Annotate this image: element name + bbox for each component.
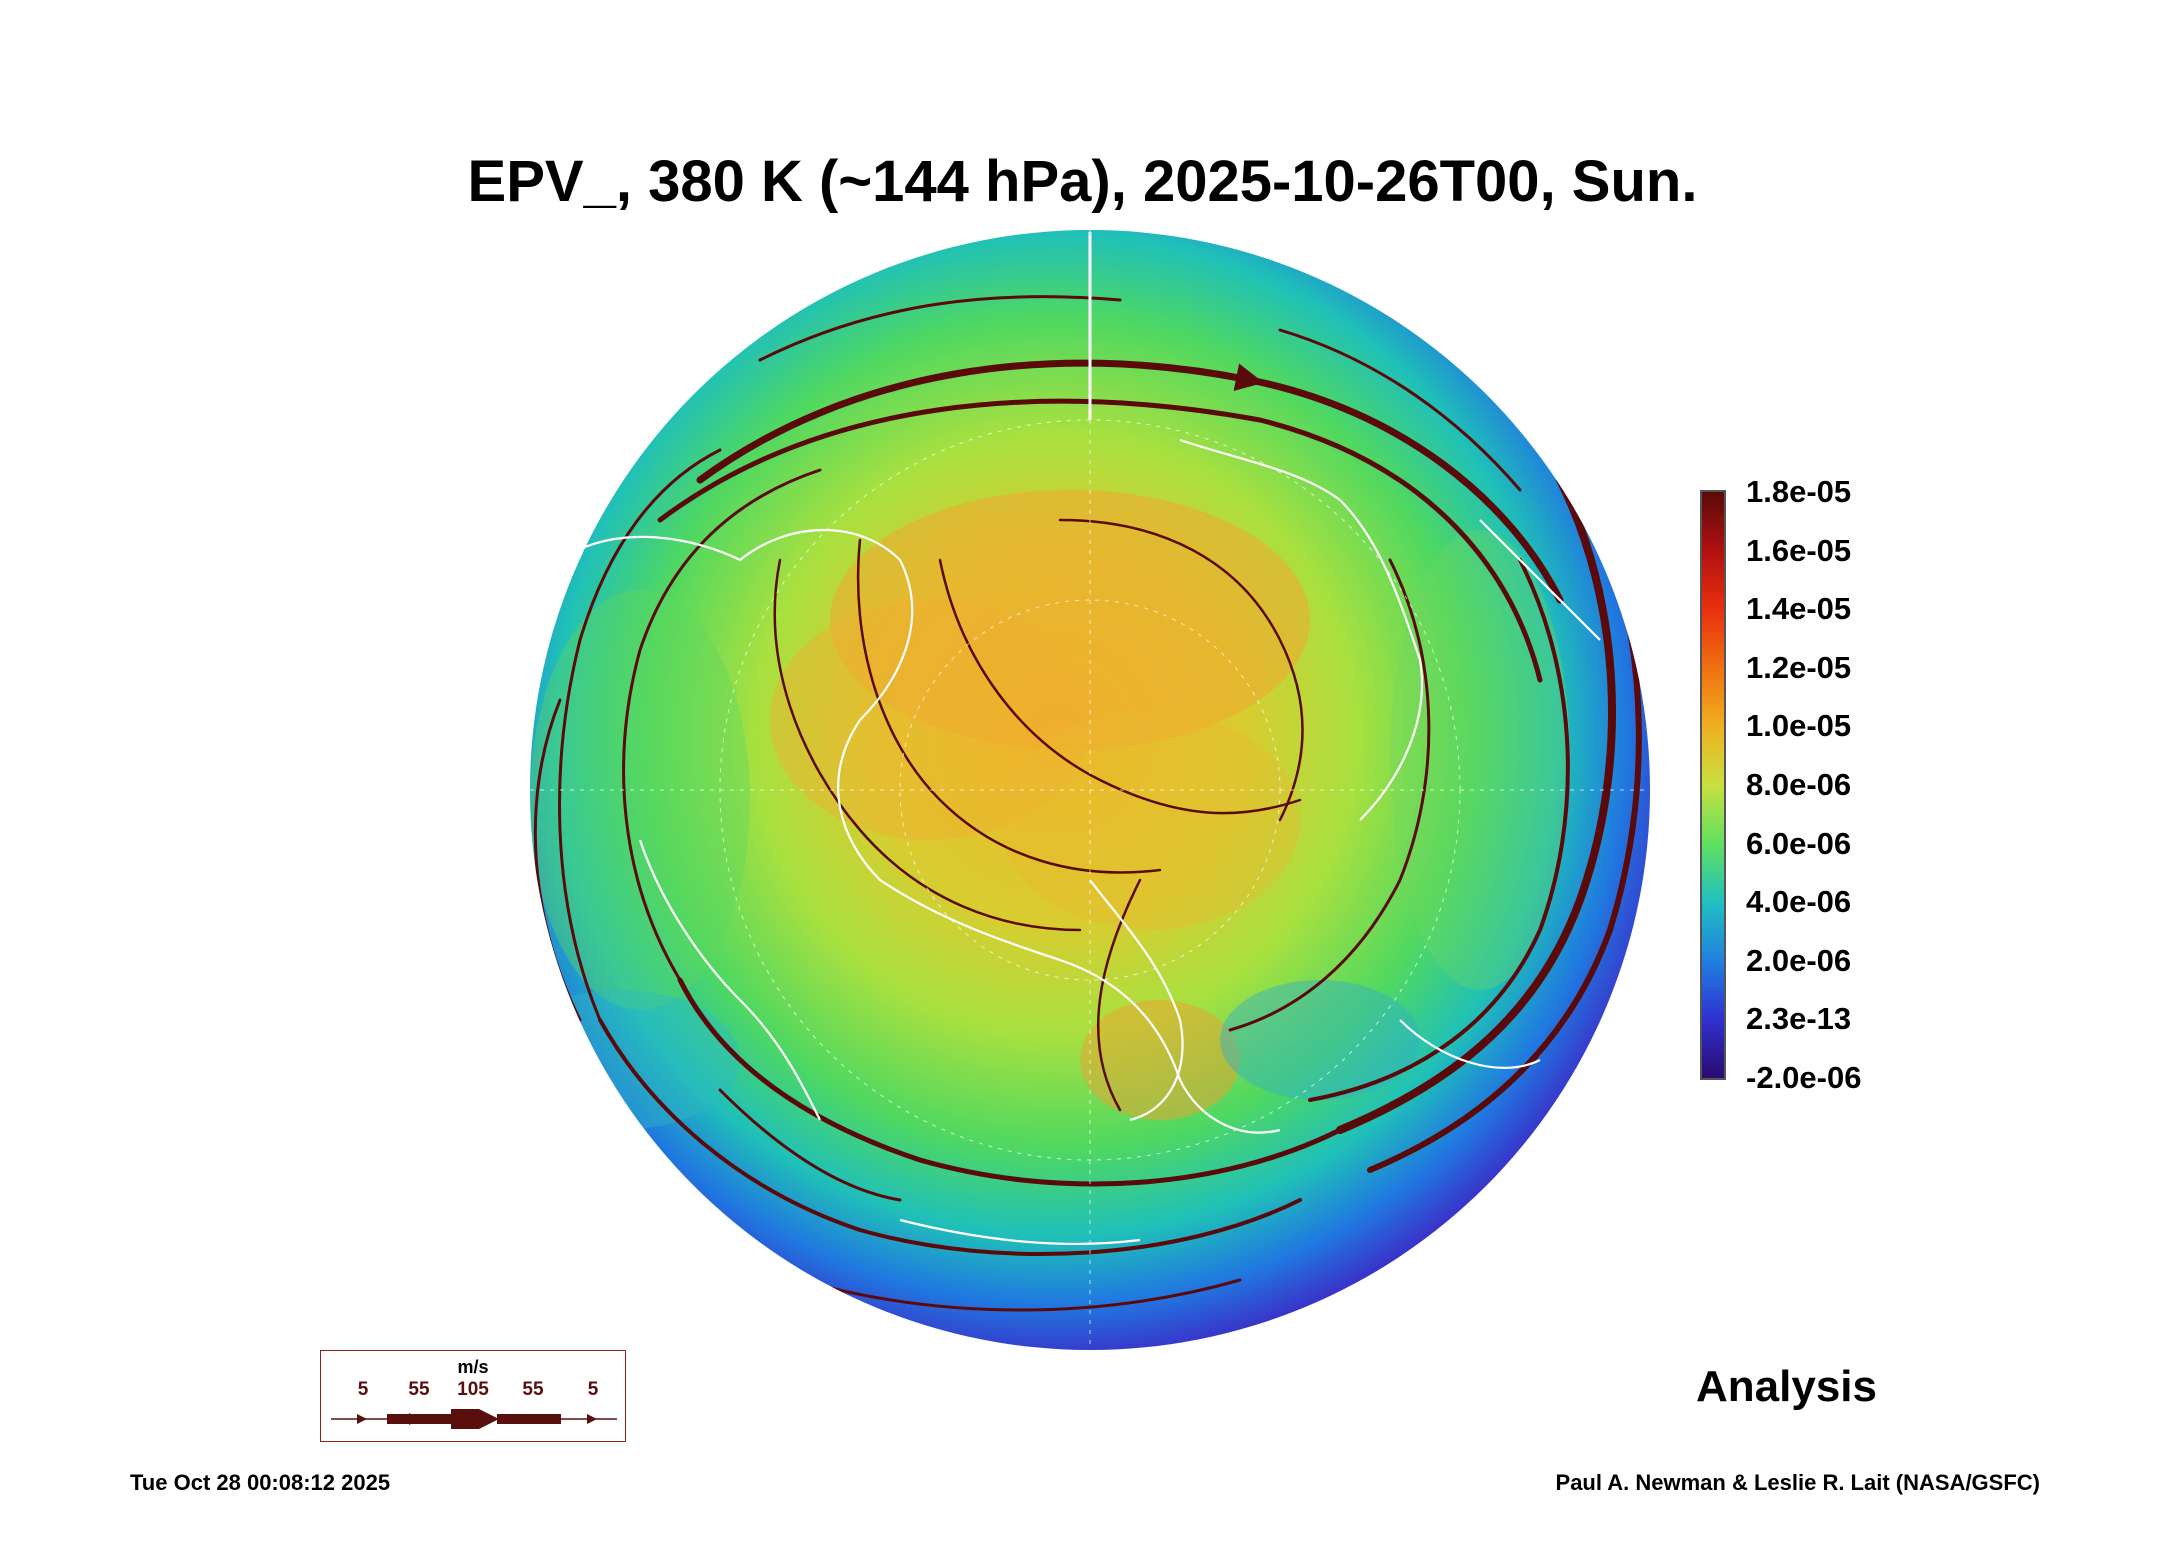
timestamp: Tue Oct 28 00:08:12 2025	[130, 1470, 391, 1495]
legend-speed-1: 5	[357, 1379, 369, 1400]
colorbar-tick-label: 6.0e-06	[1746, 825, 1852, 861]
coastlines	[559, 438, 1601, 1246]
colorbar-tick-label: 1.2e-05	[1746, 649, 1852, 685]
legend-speed-3: 105	[457, 1379, 489, 1400]
colorbar-tick-label: 1.8e-05	[1746, 474, 1852, 509]
legend-arrows	[331, 1409, 617, 1429]
colorbar	[1700, 490, 1726, 1080]
streamlines	[533, 295, 1642, 1312]
wind-speed-legend: m/s 5 55 105 55 5	[320, 1350, 626, 1442]
analysis-label: Analysis	[1696, 1362, 1877, 1411]
legend-speed-2: 55	[408, 1379, 430, 1400]
colorbar-tick-label: 1.0e-05	[1746, 708, 1852, 744]
colorbar-tick-label: 1.6e-05	[1746, 532, 1852, 568]
credit: Paul A. Newman & Leslie R. Lait (NASA/GS…	[1555, 1470, 2040, 1495]
colorbar-tick-label: -2.0e-06	[1746, 1060, 1862, 1095]
colorbar-tick-label: 2.0e-06	[1746, 942, 1852, 978]
colorbar-tick-label: 4.0e-06	[1746, 884, 1852, 920]
colorbar-tick-label: 8.0e-06	[1746, 767, 1852, 802]
chart-title: EPV_, 380 K (~144 hPa), 2025-10-26T00, S…	[467, 149, 1698, 214]
legend-speed-4: 55	[522, 1379, 544, 1400]
colorbar-tick-label: 2.3e-13	[1746, 1001, 1852, 1037]
legend-unit: m/s	[457, 1357, 489, 1377]
colorbar-tick-label: 1.4e-05	[1746, 591, 1852, 627]
legend-speed-5: 5	[587, 1379, 599, 1400]
